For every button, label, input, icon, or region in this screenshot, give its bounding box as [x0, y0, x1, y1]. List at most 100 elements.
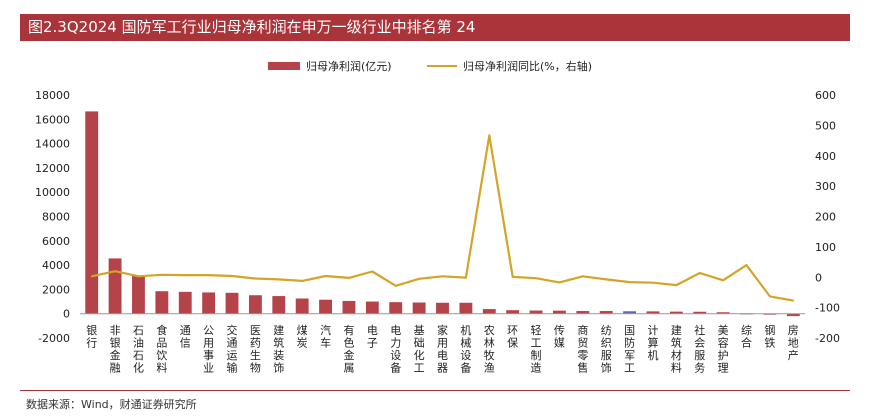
line-point [254, 277, 257, 280]
y-left-tick-label: 16000 [35, 113, 70, 126]
bar [716, 312, 730, 314]
line-point [745, 264, 748, 266]
y-right-tick-label: 600 [815, 89, 836, 102]
category-label: 交通运输 [227, 323, 238, 375]
category-label: 农林牧渔 [484, 323, 495, 375]
line-point [792, 299, 795, 302]
y-left-tick-label: 4000 [42, 259, 70, 272]
y-left-tick-label: 14000 [35, 138, 70, 151]
line-point [231, 275, 233, 277]
y-left-tick-label: 2000 [42, 283, 70, 296]
line-point [698, 272, 701, 274]
chart-canvas: -200002000400060008000100001200014000160… [35, 89, 840, 375]
category-label: 电子 [367, 324, 378, 350]
bar [178, 291, 192, 314]
line-point [675, 284, 678, 286]
category-label: 计算机 [647, 324, 658, 362]
legend-swatch-line [427, 65, 457, 67]
category-label: 公用事业 [203, 324, 214, 375]
line-point [652, 281, 654, 284]
category-label: 家用电器 [437, 323, 448, 375]
bar [482, 309, 496, 314]
bar [202, 292, 216, 314]
category-label: 食品饮料 [156, 323, 167, 375]
bar [412, 302, 426, 314]
legend-label-bar: 归母净利润(亿元) [306, 60, 392, 73]
bar [553, 310, 566, 314]
y-left-tick-label: 12000 [35, 162, 70, 175]
bar [436, 302, 449, 314]
y-right-tick-label: 100 [815, 241, 836, 254]
legend-item-bar: 归母净利润(亿元) [268, 58, 392, 74]
bar [623, 311, 637, 314]
y-right-tick-label: -100 [815, 302, 840, 315]
y-left-tick-label: 6000 [42, 235, 70, 248]
category-label: 有色金属 [343, 323, 354, 375]
bar [155, 291, 169, 314]
chart-title: 图2.3Q2024 国防军工行业归母净利润在申万一级行业中排名第 24 [20, 14, 850, 41]
category-label: 石油石化 [133, 324, 144, 375]
bar [389, 302, 403, 314]
y-left-tick-label: 8000 [42, 211, 70, 224]
line-point [605, 278, 608, 281]
footer-divider [20, 390, 850, 391]
line-point [90, 275, 93, 278]
bar [529, 310, 543, 314]
category-label: 医药生物 [250, 324, 261, 375]
line-point [465, 276, 467, 279]
bar [669, 311, 683, 314]
category-label: 钢铁 [764, 324, 775, 350]
line-point [441, 275, 444, 278]
category-label: 银行 [86, 323, 97, 350]
category-label: 传媒 [554, 324, 565, 350]
bar [506, 310, 520, 314]
bar [248, 295, 262, 314]
category-label: 轻工制造 [531, 323, 542, 375]
legend-item-line: 归母净利润同比(%，右轴) [427, 58, 592, 74]
bar [132, 275, 145, 314]
y-right-tick-label: 0 [815, 271, 822, 284]
bar [342, 300, 356, 314]
y-left-tick-label: 0 [63, 308, 70, 321]
line-point [301, 280, 303, 282]
line-point [161, 274, 163, 276]
line-point [394, 284, 397, 287]
category-label: 综合 [741, 323, 752, 350]
bar [295, 298, 309, 314]
category-label: 房地产 [788, 324, 799, 362]
category-label: 通信 [180, 324, 191, 350]
category-label: 电力设备 [390, 324, 401, 375]
y-left-tick-label: 10000 [35, 186, 70, 199]
y-left-tick-label: -2000 [38, 332, 70, 345]
line-point [184, 274, 187, 276]
y-right-tick-label: 200 [815, 211, 836, 224]
category-label: 环保 [507, 324, 518, 350]
category-label: 国防军工 [624, 324, 635, 375]
category-label: 商贸零售 [577, 323, 588, 375]
bar [599, 311, 613, 314]
bar [459, 302, 473, 314]
y-right-tick-label: 400 [815, 150, 836, 163]
category-label: 美容护理 [718, 324, 729, 375]
line-point [488, 134, 491, 137]
bar [225, 292, 239, 314]
y-right-tick-label: -200 [815, 332, 840, 345]
line-point [277, 278, 280, 281]
bar [693, 311, 707, 314]
category-label: 建筑装饰 [273, 323, 284, 375]
legend-label-line: 归母净利润同比(%，右轴) [463, 60, 593, 73]
category-label: 建筑材料 [671, 323, 682, 375]
line-point [582, 275, 584, 278]
y-right-tick-label: 500 [815, 119, 836, 132]
legend: 归母净利润(亿元) 归母净利润同比(%，右轴) [0, 55, 870, 75]
bar [272, 296, 286, 314]
category-label: 机械设备 [460, 323, 471, 375]
bar [319, 299, 332, 314]
category-label: 煤炭 [297, 324, 308, 350]
line-point [769, 295, 771, 298]
bar [108, 258, 122, 314]
line-point [371, 270, 374, 273]
line-point [418, 277, 420, 280]
legend-swatch-bar [268, 62, 300, 70]
category-label: 汽车 [320, 323, 331, 350]
